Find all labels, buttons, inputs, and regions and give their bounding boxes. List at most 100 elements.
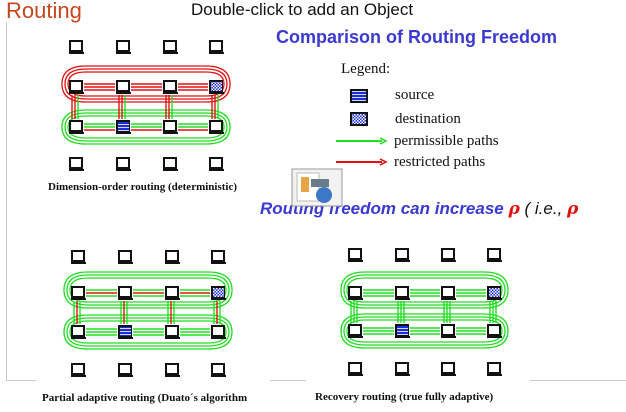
router-node-base [116,52,131,54]
router-node-base [395,336,410,338]
router-node-base [487,336,502,338]
router-node-base [348,336,363,338]
router-node-base [211,375,226,377]
router-node-base [441,374,456,376]
router-node-inner [443,288,453,296]
legend-destination-fill [352,114,366,124]
router-node-base [211,337,226,339]
slide-heading[interactable]: Comparison of Routing Freedom [276,27,557,47]
router-node-base [163,92,178,94]
router-node-inner [165,42,175,50]
diagram-dimension-order [61,40,231,171]
router-node-base [348,298,363,300]
router-node-inner [120,365,130,373]
router-node-base [116,132,131,134]
router-node-inner [71,122,81,130]
insert-object-icon[interactable] [291,168,343,207]
router-node-inner [350,288,360,296]
router-node-base [165,375,180,377]
router-node-base [71,375,86,377]
router-node-base [71,262,86,264]
wraparound-channel [69,277,227,303]
router-node-inner [118,42,128,50]
router-node-base [116,92,131,94]
router-node-inner [211,159,221,167]
wraparound-channel [64,68,228,100]
router-node-base [487,374,502,376]
wraparound-channel [63,314,233,350]
router-node-inner [165,159,175,167]
router-node-base [69,92,84,94]
wraparound-channel [346,277,503,303]
router-node-inner [71,42,81,50]
router-node-base [211,262,226,264]
router-node-base [71,298,86,300]
destination-fill [211,82,222,91]
router-node-inner [118,159,128,167]
diagram-recovery [340,248,509,376]
insert-object-icon-bar [301,177,309,192]
wraparound-channel [340,271,509,309]
router-node-inner [73,365,83,373]
router-node-inner [350,364,360,372]
router-node-inner [350,326,360,334]
router-node-base [163,52,178,54]
router-node-inner [211,42,221,50]
legend-title: Legend: [341,61,391,77]
legend-restricted-arrow [379,158,388,166]
router-node-inner [443,326,453,334]
router-node-inner [71,159,81,167]
router-node-inner [120,288,130,296]
wraparound-channel [343,274,506,306]
router-node-inner [167,327,177,335]
caption-recovery: Recovery routing (true fully adaptive) [315,391,494,403]
router-node-inner [443,364,453,372]
router-node-inner [165,82,175,90]
router-node-inner [213,252,223,260]
router-node-base [118,375,133,377]
caption-partial-adaptive: Partial adaptive routing (Duato´s algori… [42,392,248,404]
router-node-inner [443,250,453,258]
router-node-base [487,260,502,262]
router-node-inner [397,250,407,258]
source-fill [397,326,408,335]
add-object-placeholder[interactable]: Double-click to add an Object [191,0,414,19]
legend-destination-label: destination [395,111,461,127]
router-node-inner [167,365,177,373]
router-node-inner [397,364,407,372]
router-node-inner [489,364,499,372]
router-node-base [209,92,224,94]
bottom-frame-line-mid [270,380,306,381]
router-node-inner [489,250,499,258]
destination-fill [213,288,224,297]
router-node-base [118,262,133,264]
router-node-base [163,132,178,134]
router-node-inner [167,252,177,260]
router-node-base [116,169,131,171]
wraparound-channel [67,71,225,97]
wraparound-channel [64,112,228,142]
router-node-inner [350,250,360,258]
router-node-base [165,337,180,339]
router-node-base [395,374,410,376]
insert-object-icon-circle [316,187,332,203]
source-fill [120,327,131,336]
diagram-partial-adaptive [63,250,233,377]
router-node-base [395,260,410,262]
router-node-base [69,169,84,171]
router-node-base [165,262,180,264]
wraparound-channel [61,65,231,103]
router-node-base [209,132,224,134]
slide-title: Routing [6,0,82,23]
source-fill [118,122,129,131]
destination-fill [489,288,500,297]
router-node-base [69,52,84,54]
router-node-base [165,298,180,300]
router-node-base [69,132,84,134]
bottom-frame-line-right [530,380,626,381]
router-node-base [348,260,363,262]
router-node-base [118,298,133,300]
router-node-base [209,169,224,171]
wraparound-channel [61,109,231,145]
router-node-base [441,260,456,262]
